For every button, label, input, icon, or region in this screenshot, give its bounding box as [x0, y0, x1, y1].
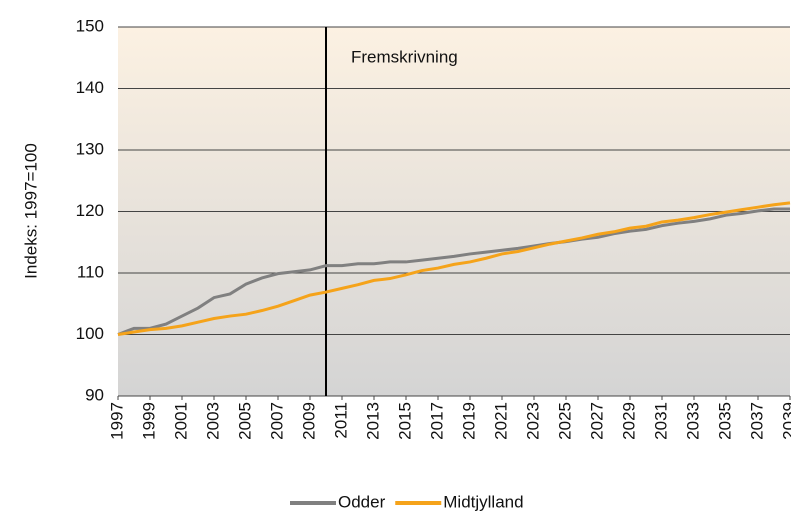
x-tick-label: 2029	[619, 402, 638, 440]
x-tick-label: 2027	[587, 402, 606, 440]
x-tick-label: 2025	[555, 402, 574, 440]
annotation: Fremskrivning	[351, 47, 458, 66]
y-axis-label: Indeks: 1997=100	[21, 143, 40, 279]
x-tick-label: 2011	[331, 402, 350, 439]
x-tick-label: 2009	[299, 402, 318, 440]
x-tick-label: 2003	[203, 402, 222, 440]
x-tick-label: 1997	[107, 402, 126, 440]
x-tick-label: 2035	[715, 402, 734, 440]
x-tick-label: 2033	[683, 402, 702, 440]
x-tick-label: 2023	[523, 402, 542, 440]
y-tick-label: 90	[85, 385, 104, 404]
x-tick-label: 1999	[139, 402, 158, 440]
x-tick-label: 2001	[171, 402, 190, 440]
y-tick-label: 140	[76, 78, 104, 97]
y-tick-label: 100	[76, 324, 104, 343]
x-tick-label: 2019	[459, 402, 478, 440]
y-tick-label: 120	[76, 201, 104, 220]
y-tick-label: 150	[76, 16, 104, 35]
x-tick-label: 2021	[491, 402, 510, 440]
series-line	[117, 207, 790, 336]
series-line	[117, 201, 791, 336]
y-tick-label: 130	[76, 139, 104, 158]
x-tick-label: 2015	[395, 402, 414, 440]
x-tick-label: 2005	[235, 402, 254, 440]
x-tick-label: 2017	[427, 402, 446, 440]
x-tick-label: 2039	[779, 402, 791, 440]
x-tick-label: 2037	[747, 402, 766, 440]
legend-label: Odder	[338, 492, 386, 511]
x-tick-label: 2007	[267, 402, 286, 440]
y-tick-label: 110	[77, 262, 104, 281]
x-tick-label: 2013	[363, 402, 382, 440]
x-tick-label: 2031	[651, 402, 670, 440]
legend-label: Midtjylland	[443, 492, 523, 511]
